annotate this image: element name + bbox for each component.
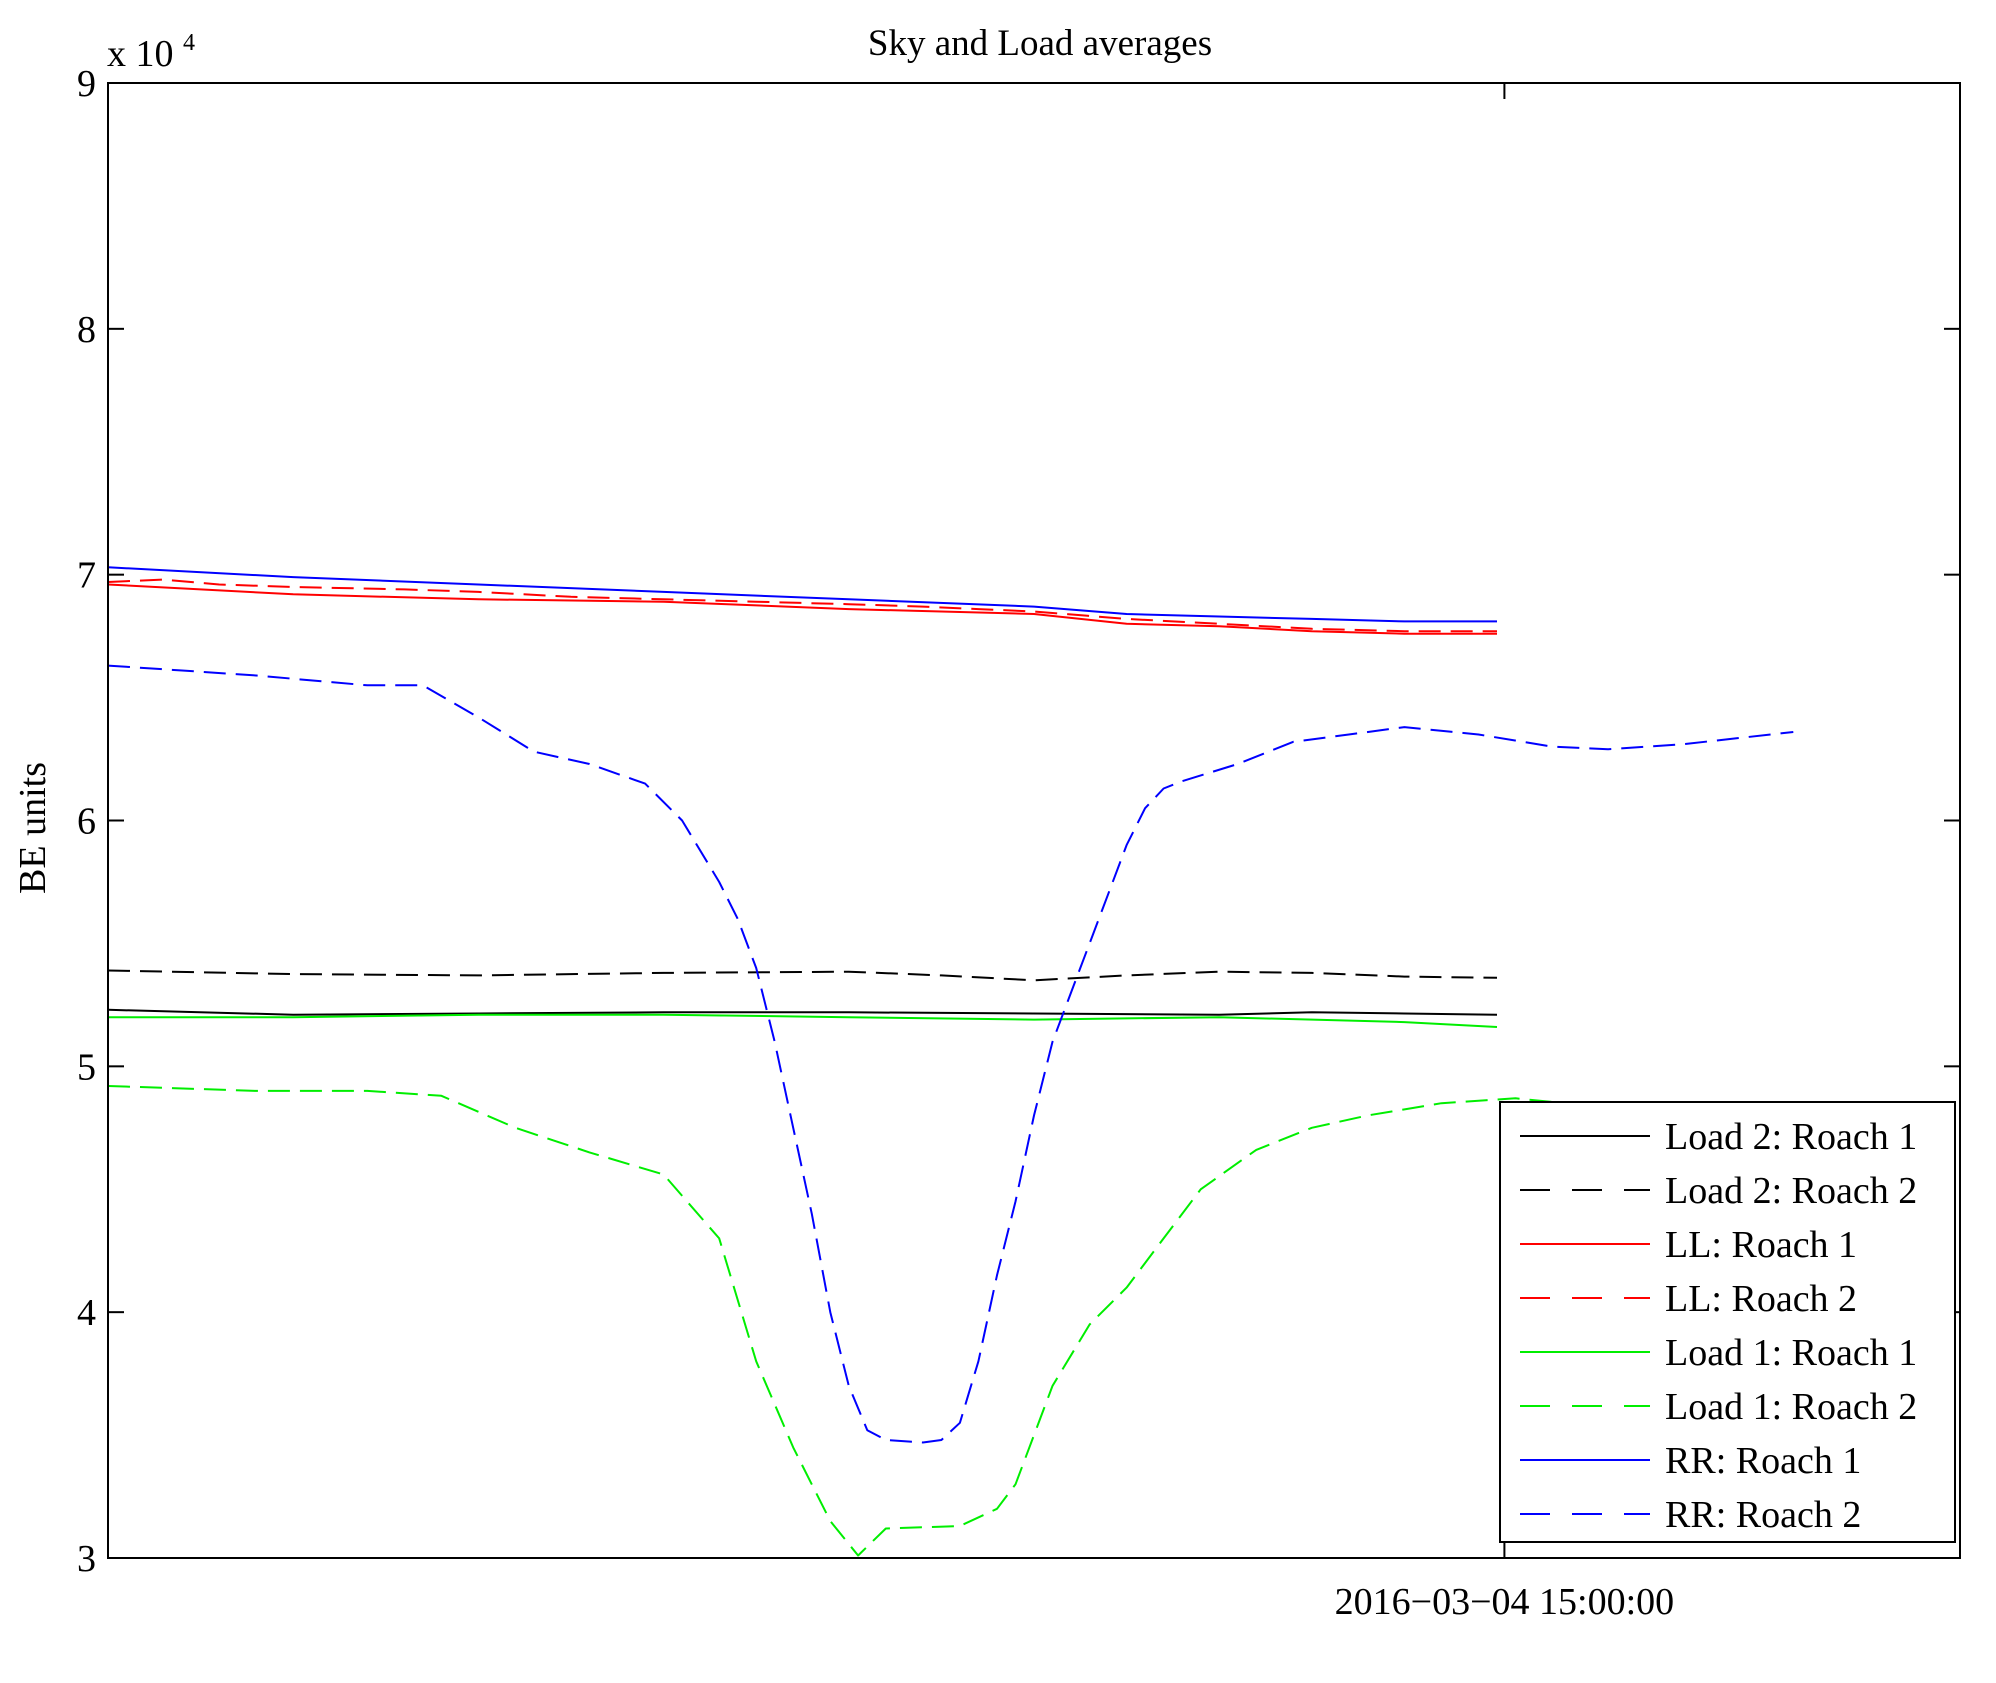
series-line-load-1-roach-1: [108, 1013, 1498, 1028]
series-line-rr-roach-2: [108, 664, 1794, 1444]
y-multiplier-exponent: 4: [183, 30, 195, 56]
x-axis-ticks: 2016−03−04 15:00:00: [1335, 83, 1674, 1623]
legend-label: Load 2: Roach 1: [1665, 1116, 1917, 1158]
y-tick-label: 3: [77, 1538, 96, 1580]
legend-label: RR: Roach 1: [1665, 1440, 1861, 1482]
legend-box: [1499, 1101, 1956, 1543]
plot-area-frame: [107, 82, 1961, 1559]
series-line-ll-roach-2: [108, 578, 1497, 633]
legend-label: Load 1: Roach 1: [1665, 1332, 1917, 1374]
svg-text:x 10 4: x 10 4: [107, 30, 195, 75]
y-tick-label: 6: [77, 801, 96, 843]
y-axis-label: BE units: [12, 762, 54, 894]
x-tick-label: 2016−03−04 15:00:00: [1335, 1581, 1674, 1623]
y-tick-label: 8: [77, 309, 96, 351]
series-line-ll-roach-1: [108, 583, 1497, 635]
legend-label: RR: Roach 2: [1665, 1494, 1861, 1536]
y-tick-label: 7: [77, 555, 96, 597]
legend-label: Load 1: Roach 2: [1665, 1386, 1917, 1428]
chart-title: Sky and Load averages: [868, 23, 1212, 64]
y-tick-label: 4: [77, 1292, 96, 1334]
y-multiplier-base: x 10: [107, 33, 174, 75]
legend: Load 2: Roach 1 Load 2: Roach 2 LL: Roach …: [1499, 1101, 1956, 1543]
series-line-load-2-roach-2: [108, 969, 1498, 982]
series-layer: [108, 566, 1794, 1557]
legend-label: Load 2: Roach 2: [1665, 1170, 1917, 1212]
y-tick-label: 9: [77, 63, 96, 105]
series-line-load-2-roach-1: [108, 1008, 1498, 1016]
y-axis-ticks: 3 4 5 6 7 8 9: [77, 63, 1960, 1580]
legend-label: LL: Roach 1: [1665, 1224, 1857, 1266]
series-line-rr-roach-1: [108, 566, 1497, 623]
y-axis-multiplier: x 10 4: [107, 30, 195, 75]
series-line-load-1-roach-2: [108, 1085, 1794, 1557]
legend-label: LL: Roach 2: [1665, 1278, 1857, 1320]
y-tick-label: 5: [77, 1046, 96, 1088]
